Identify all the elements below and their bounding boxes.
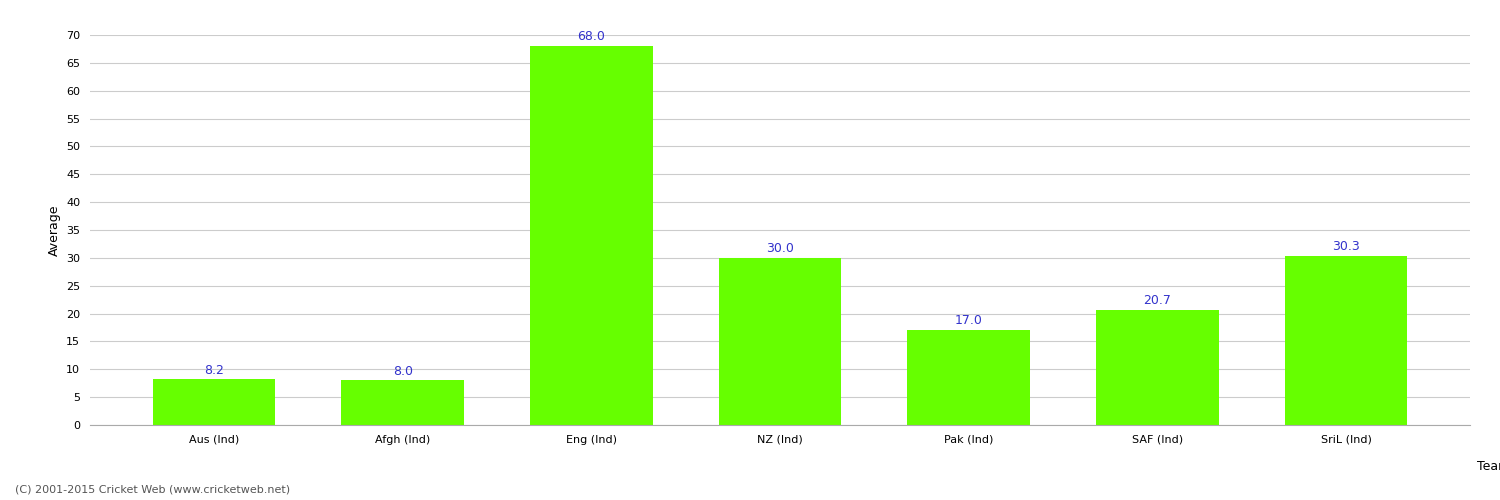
Text: 8.0: 8.0 [393, 364, 412, 378]
Text: 68.0: 68.0 [578, 30, 606, 44]
Bar [718, 258, 842, 425]
Bar [908, 330, 1030, 425]
Text: 30.3: 30.3 [1332, 240, 1360, 254]
Text: 17.0: 17.0 [954, 314, 982, 328]
Bar [1096, 310, 1218, 425]
Text: 8.2: 8.2 [204, 364, 224, 376]
Text: 30.0: 30.0 [766, 242, 794, 255]
Bar [1284, 256, 1407, 425]
Bar [530, 46, 652, 425]
Text: Team: Team [1478, 460, 1500, 472]
Text: 20.7: 20.7 [1143, 294, 1172, 307]
Bar [153, 380, 276, 425]
Text: (C) 2001-2015 Cricket Web (www.cricketweb.net): (C) 2001-2015 Cricket Web (www.cricketwe… [15, 485, 290, 495]
Y-axis label: Average: Average [48, 204, 60, 256]
Bar [342, 380, 464, 425]
